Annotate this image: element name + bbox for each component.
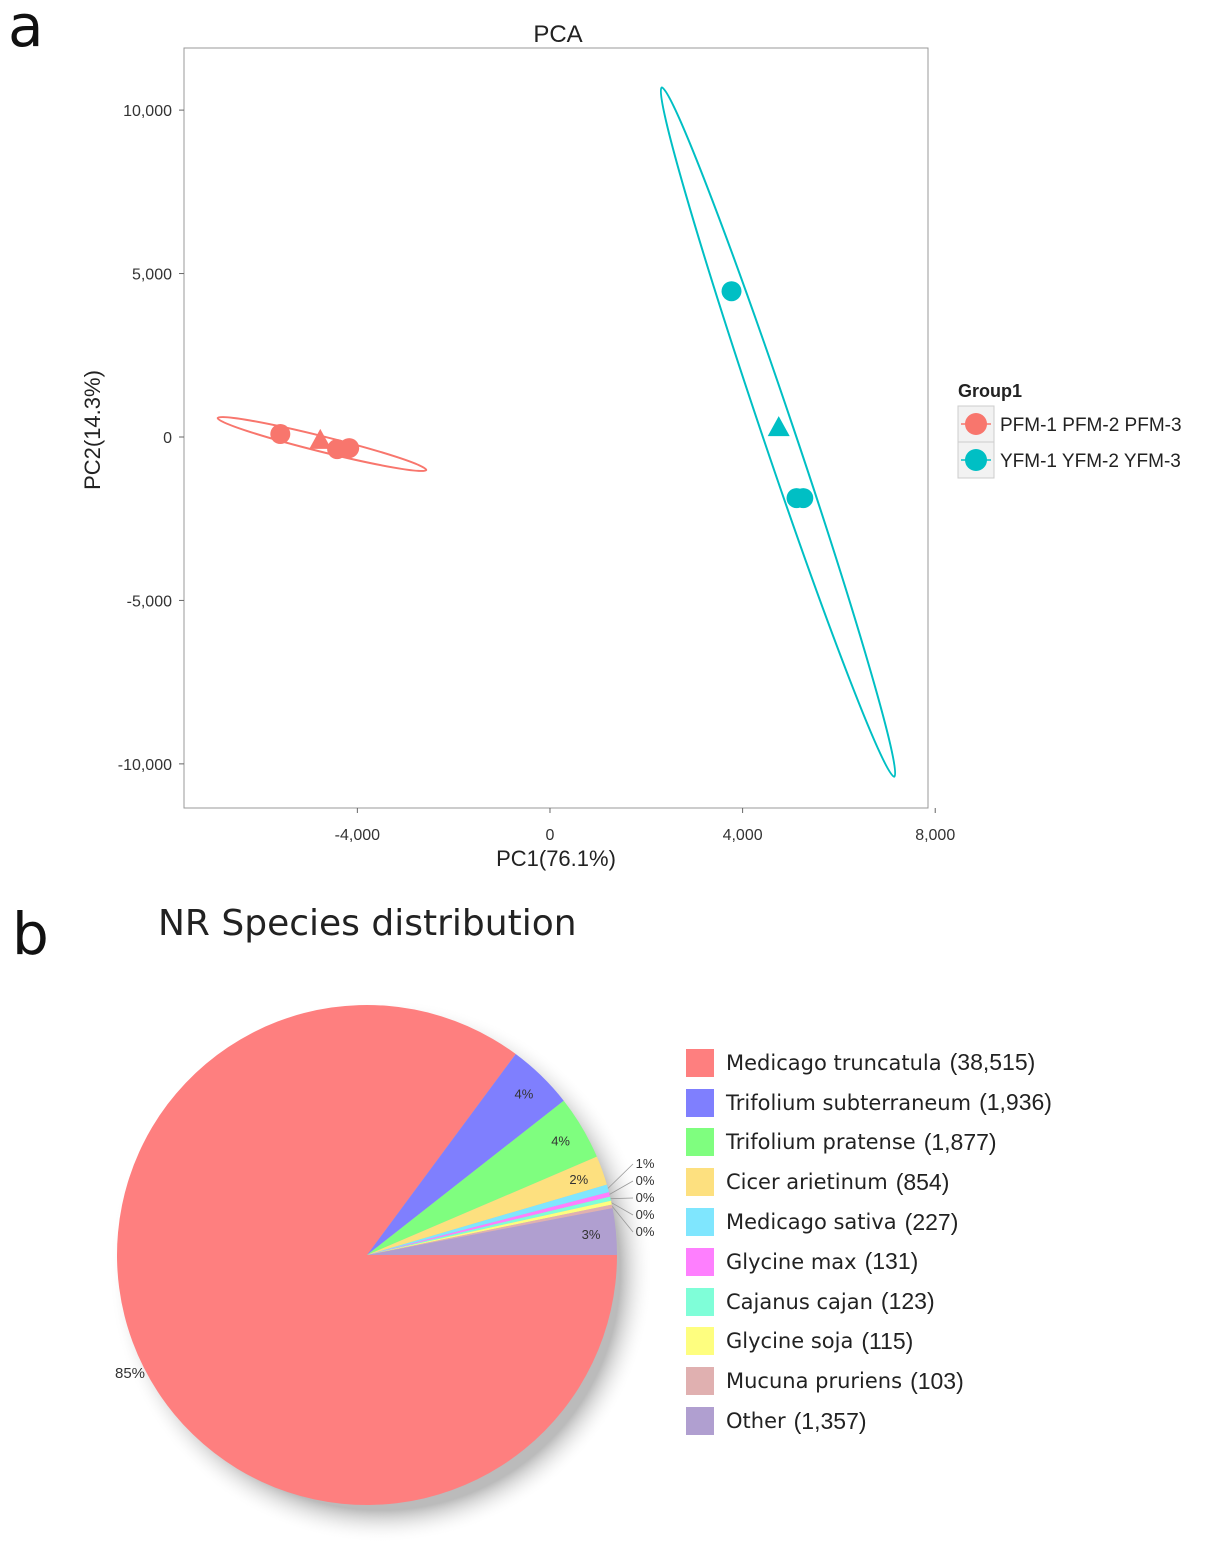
- legend-count: (115): [861, 1327, 914, 1354]
- pie-leader-line: [610, 1197, 634, 1200]
- x-tick-label: -4,000: [335, 827, 380, 844]
- pie-percent-label: 0%: [636, 1207, 655, 1222]
- pie-percent-label: 4%: [551, 1133, 570, 1148]
- pie-percent-label: 85%: [115, 1365, 145, 1382]
- x-tick-label: 8,000: [915, 827, 955, 844]
- pie-legend-item: Medicago sativa (227): [686, 1202, 1206, 1242]
- data-point-triangle: [309, 428, 332, 449]
- legend-swatch: [686, 1128, 714, 1157]
- plot-area: [183, 47, 929, 809]
- pie-slice-mucuna-pruriens: [367, 1204, 613, 1255]
- y-tick-label: -5,000: [127, 593, 172, 610]
- pie-percent-label: 0%: [636, 1224, 655, 1239]
- data-point-circle: [793, 488, 814, 509]
- pie-legend-item: Trifolium pratense (1,877): [686, 1123, 1206, 1163]
- legend-swatch: [686, 1287, 714, 1316]
- pie-slice-other: [367, 1208, 617, 1255]
- legend-key-marker: [965, 413, 987, 435]
- legend-category: Medicago truncatula: [726, 1050, 942, 1075]
- y-tick-label: -10,000: [118, 757, 172, 774]
- x-tick-label: 0: [546, 827, 555, 844]
- pie-slice-cajanus-cajan: [367, 1196, 612, 1255]
- pie-percent-label: 0%: [636, 1190, 655, 1205]
- data-point-triangle: [767, 416, 790, 437]
- y-tick-label: 5,000: [132, 267, 172, 284]
- data-point-circle: [270, 424, 291, 445]
- legend-swatch: [686, 1168, 714, 1197]
- pie-leader-line: [611, 1206, 634, 1233]
- legend-count: (38,515): [949, 1049, 1036, 1076]
- panel-label-a: a: [8, 0, 44, 60]
- y-axis-label: PC2(14.3%): [80, 370, 105, 490]
- pie-slice-cicer-arietinum: [367, 1156, 607, 1255]
- pie-slice-glycine-soja: [367, 1200, 612, 1255]
- legend-label: YFM-1 YFM-2 YFM-3: [1000, 451, 1181, 472]
- legend-category: Medicago sativa: [726, 1210, 897, 1235]
- pie-legend-item: Trifolium subterraneum (1,936): [686, 1083, 1206, 1123]
- legend-count: (1,936): [979, 1089, 1052, 1116]
- legend-count: (131): [864, 1248, 919, 1275]
- legend-label: PFM-1 PFM-2 PFM-3: [1000, 415, 1182, 436]
- data-point-circle: [721, 281, 742, 302]
- legend-swatch: [686, 1208, 714, 1237]
- legend-count: (227): [904, 1208, 959, 1235]
- pie-percent-label: 3%: [582, 1227, 601, 1242]
- legend-category: Cajanus cajan: [726, 1289, 873, 1314]
- pie-slice-glycine-max: [367, 1192, 611, 1255]
- pie-legend-item: Glycine max (131): [686, 1242, 1206, 1282]
- pie-slice-trifolium-pratense: [367, 1100, 597, 1255]
- legend-title: Group1: [958, 381, 1022, 401]
- legend-count: (123): [880, 1288, 935, 1315]
- pie-legend-item: Other (1,357): [686, 1401, 1206, 1441]
- legend-count: (1,877): [923, 1128, 997, 1155]
- pie-legend-item: Cajanus cajan (123): [686, 1282, 1206, 1322]
- legend-count: (103): [910, 1367, 964, 1394]
- pie-legend-item: Cicer arietinum (854): [686, 1162, 1206, 1202]
- confidence-ellipse-yfm: [659, 86, 897, 778]
- pie-slice-medicago-truncatula: [117, 1005, 617, 1506]
- pie-legend-item: Mucuna pruriens (103): [686, 1361, 1206, 1401]
- pie-percent-label: 0%: [636, 1173, 655, 1188]
- legend-category: Cicer arietinum: [726, 1170, 888, 1195]
- legend-key-marker: [965, 449, 987, 471]
- pie-legend-item: Glycine soja (115): [686, 1322, 1206, 1362]
- pie-leader-line: [609, 1180, 634, 1195]
- legend-category: Trifolium pratense: [726, 1130, 916, 1155]
- pie-title: NR Species distribution: [158, 903, 577, 944]
- y-tick-label: 10,000: [123, 103, 172, 120]
- x-tick-label: 4,000: [723, 827, 763, 844]
- legend-category: Mucuna pruriens: [726, 1369, 903, 1394]
- pie-leader-line: [611, 1202, 634, 1216]
- legend-count: (854): [895, 1168, 950, 1195]
- pie-slice-medicago-sativa: [367, 1184, 609, 1255]
- legend-swatch: [686, 1247, 714, 1276]
- legend-swatch: [686, 1367, 714, 1396]
- pie-slice-trifolium-subterraneum: [367, 1054, 564, 1255]
- y-tick-label: 0: [163, 430, 172, 447]
- legend-swatch: [686, 1088, 714, 1117]
- pie-percent-label: 2%: [569, 1172, 588, 1187]
- legend-swatch: [686, 1327, 714, 1356]
- x-axis-label: PC1(76.1%): [496, 846, 616, 871]
- legend-category: Glycine soja: [726, 1329, 854, 1354]
- legend-swatch: [686, 1407, 714, 1436]
- pie-legend-item: Medicago truncatula (38,515): [686, 1043, 1206, 1083]
- pie-percent-label: 4%: [514, 1087, 533, 1102]
- legend-swatch: [686, 1048, 714, 1077]
- data-point-circle: [339, 438, 360, 459]
- pie-percent-label: 1%: [636, 1156, 655, 1171]
- chart-title: PCA: [533, 21, 582, 48]
- legend-category: Other: [726, 1409, 786, 1434]
- legend-count: (1,357): [793, 1407, 867, 1434]
- legend-category: Glycine max: [726, 1249, 857, 1274]
- legend-category: Trifolium subterraneum: [726, 1090, 972, 1115]
- pie-legend: Medicago truncatula (38,515) Trifolium sub…: [686, 1043, 1206, 1441]
- panel-label-b: b: [12, 900, 49, 968]
- pie-leader-line: [607, 1163, 634, 1189]
